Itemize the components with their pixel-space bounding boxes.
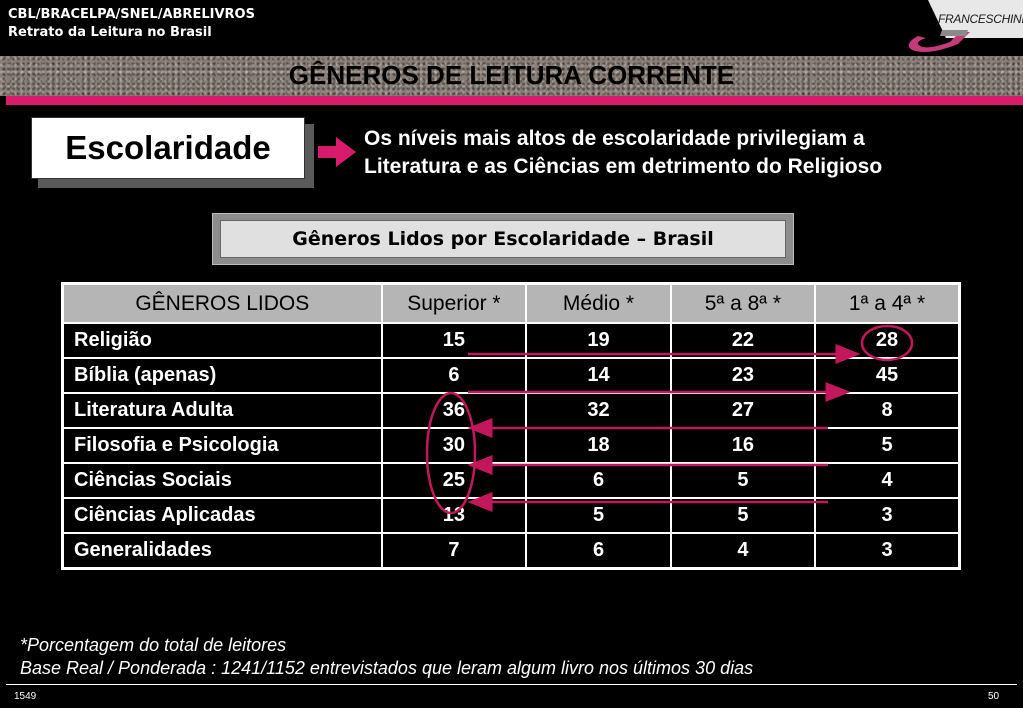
column-header: Médio *	[525, 282, 672, 324]
row-label: Filosofia e Psicologia	[61, 427, 383, 464]
section-label: Escolaridade	[65, 129, 271, 166]
header-line-1: CBL/BRACELPA/SNEL/ABRELIVROS	[8, 7, 255, 22]
table-subtitle: Gêneros Lidos por Escolaridade – Brasil	[292, 228, 714, 250]
table-cell: 32	[525, 392, 672, 429]
accent-strip	[6, 96, 1023, 105]
page-title: GÊNEROS DE LEITURA CORRENTE	[288, 60, 735, 90]
table-cell: 3	[814, 497, 961, 534]
table-cell: 6	[380, 357, 528, 394]
footnote-2: Base Real / Ponderada : 1241/1152 entrev…	[20, 658, 754, 678]
arrow-right-icon	[318, 137, 356, 167]
row-label: Ciências Sociais	[61, 462, 383, 499]
table-cell: 16	[669, 427, 817, 464]
summary-note: Os níveis mais altos de escolaridade pri…	[364, 125, 882, 181]
table-cell: 4	[669, 532, 817, 570]
summary-note-line-1: Os níveis mais altos de escolaridade pri…	[364, 127, 865, 150]
row-label: Ciências Aplicadas	[61, 497, 383, 534]
genres-table: GÊNEROS LIDOS Superior * Médio * 5ª a 8ª…	[61, 282, 961, 570]
header-line-2: Retrato da Leitura no Brasil	[8, 25, 212, 40]
section-label-box	[31, 117, 305, 179]
column-header: GÊNEROS LIDOS	[61, 282, 383, 324]
table-header-row: GÊNEROS LIDOS Superior * Médio * 5ª a 8ª…	[61, 282, 961, 324]
table-cell: 5	[814, 427, 961, 464]
column-header: 1ª a 4ª *	[814, 282, 961, 324]
logo-text: FRANCESCHINI	[938, 12, 1023, 26]
table-row: Ciências Sociais 25 6 5 4	[61, 462, 961, 499]
table-cell: 3	[814, 532, 961, 570]
table-row: Generalidades 7 6 4 3	[61, 532, 961, 570]
table-row: Religião 15 19 22 28	[61, 322, 961, 359]
footer-divider	[6, 684, 1017, 685]
footer-code: 1549	[14, 691, 37, 702]
row-label: Literatura Adulta	[61, 392, 383, 429]
footnote-1: *Porcentagem do total de leitores	[20, 635, 287, 655]
table-cell: 15	[380, 322, 528, 359]
table-cell: 4	[814, 462, 961, 499]
table-cell: 25	[380, 462, 528, 499]
table-cell: 18	[525, 427, 672, 464]
title-bar	[0, 56, 1023, 96]
summary-note-line-2: Literatura e as Ciências em detrimento d…	[364, 155, 883, 178]
franceschini-logo	[908, 0, 1023, 52]
row-label: Bíblia (apenas)	[61, 357, 383, 394]
highlight-circle	[860, 324, 914, 362]
table-cell: 14	[525, 357, 672, 394]
row-label: Religião	[61, 322, 383, 359]
highlight-circle	[425, 391, 477, 515]
row-label: Generalidades	[61, 532, 383, 570]
table-cell: 27	[669, 392, 817, 429]
report-header: CBL/BRACELPA/SNEL/ABRELIVROS Retrato da …	[8, 6, 255, 42]
table-cell: 6	[525, 532, 672, 570]
table-cell: 7	[380, 532, 528, 570]
column-header: 5ª a 8ª *	[669, 282, 817, 324]
table-row: Literatura Adulta 36 32 27 8	[61, 392, 961, 429]
table-cell: 30	[380, 427, 528, 464]
subtitle-box	[220, 220, 786, 258]
table-row: Filosofia e Psicologia 30 18 16 5	[61, 427, 961, 464]
page-number: 50	[988, 691, 1000, 702]
column-header: Superior *	[380, 282, 528, 324]
